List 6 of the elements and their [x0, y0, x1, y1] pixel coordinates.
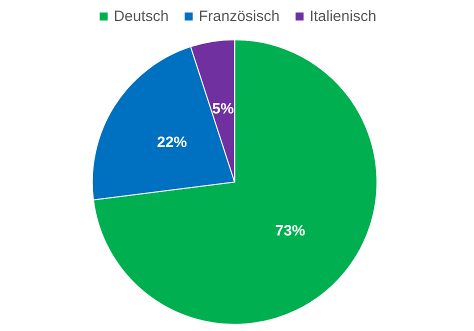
legend-label: Deutsch: [114, 8, 169, 25]
legend-label: Italienisch: [310, 8, 376, 25]
legend-label: Französisch: [198, 8, 280, 25]
data-label: 22%: [156, 134, 188, 151]
data-label: 5%: [212, 100, 234, 118]
data-label: 73%: [275, 222, 306, 240]
